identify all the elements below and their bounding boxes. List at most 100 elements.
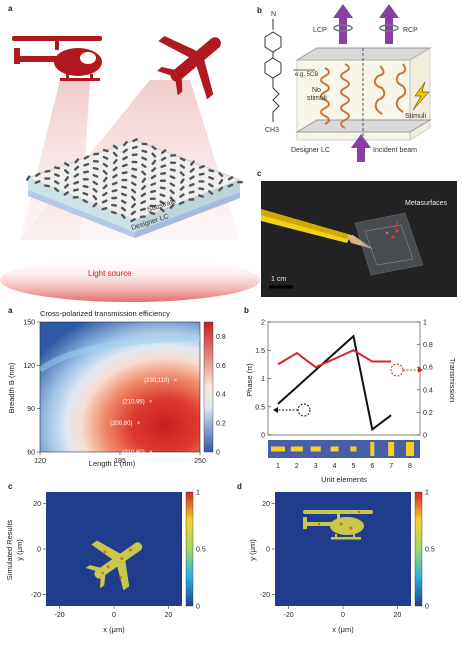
nanorod [190,160,195,166]
airplane-icon [157,36,221,100]
nanorod [189,167,195,173]
nanorod [131,167,138,171]
metasurface-illustration: Substrate Designer LC Light source [0,36,260,302]
nanorod [44,169,51,173]
nanorod [149,204,156,208]
y-right-label: Transmission [448,358,457,402]
nanorod [141,156,147,161]
nanorod [159,179,166,182]
nanorod [120,199,127,204]
nanorod [34,180,41,184]
colorbar-tick: 0 [196,604,200,611]
x-tick-label: 20 [394,612,402,619]
panel-a-heatmap: a Cross-polarized transmission efficienc… [0,300,240,470]
point-label: (230,110) [144,378,169,384]
nanorod [178,200,185,205]
nanorod [180,178,185,184]
nanorod [112,166,118,172]
y-axis-label: y (μm) [15,539,24,561]
x-tick-label: 4 [333,463,337,470]
nanorod [102,155,109,160]
helicopter-shape [303,510,373,540]
nanorod [140,200,147,205]
panel-c-sim: c -20 0 20 20 0 -20 1 0.5 0 x (μm) Si [0,480,235,645]
nanorod [218,179,224,185]
colorbar [185,491,194,607]
nanorod [111,189,118,193]
nanorod [73,173,80,178]
nanorod [161,149,167,155]
point-label: (210,60) [122,450,144,456]
nanorod [92,202,98,208]
y-right-tick: 0 [423,433,427,440]
colorbar-tick: 0 [216,450,220,457]
nanorod [112,158,118,165]
panel-c-top: c Metasurfaces 1 cm [255,165,462,300]
nanorod [188,198,195,201]
nanorod [82,178,89,181]
x-tick-label: 7 [389,463,393,470]
x-tick-label: 250 [194,458,206,465]
nanorod [92,180,99,186]
unit-element [310,446,321,452]
y-tick-label: 0 [37,547,41,554]
x-tick-label: 2 [295,463,299,470]
nanorod [150,174,157,180]
nanorod [121,185,128,189]
light-source-label: Light source [88,269,132,278]
colorbar-tick: 0.5 [425,547,435,554]
lc-schematic: N CH3 No stimuli Stimuli e.g. 5CB Designe… [264,4,432,162]
nanorod [169,203,175,209]
incident-beam-label: Incident beam [373,147,417,154]
y-tick-label: 20 [262,501,270,508]
nanorod [151,152,157,158]
nanorod [198,180,205,183]
panel-label: b [244,306,249,315]
nanorod [25,175,31,181]
metasurfaces-label: Metasurfaces [405,200,448,207]
nanorod [208,176,215,180]
nanorod [227,176,234,181]
y-right-tick: 0.6 [423,365,433,372]
nanorod [169,196,175,202]
colorbar-tick: 1 [425,490,429,497]
colorbar-tick: 0.6 [216,363,226,370]
nanorod [188,190,195,194]
panel-d-sim: d -20 0 20 20 0 -20 1 0.5 0 x (μm) y (μm) [235,480,462,645]
x-axis-label: x (μm) [332,625,354,634]
nanorod [101,199,108,204]
colorbar-tick: 0.4 [216,392,226,399]
unit-element [406,442,414,456]
y-left-tick: 1 [261,376,265,383]
nanorod [111,181,118,186]
nanorod [93,152,100,156]
nanorod [130,218,136,223]
panel-label: a [8,306,13,315]
nanorod [73,165,80,171]
y-tick-label: 90 [27,406,35,413]
phase-transmission-chart: 0 0.5 1 1.5 2 0 0.2 0.4 0.6 0.8 1 1 2 3 4 5 6 7 8 Unit el… [245,320,457,485]
molecule-diagram: N CH3 [264,11,282,134]
nanorod [63,183,70,189]
nanorod [169,168,176,172]
simulated-results-label: Simulated Results [5,520,14,581]
nanorod [188,182,195,187]
nanorod [92,194,98,201]
unit-strip [268,440,420,458]
nanorod [218,186,224,192]
y-left-tick: 1.5 [255,348,265,355]
nanorod [131,174,137,179]
nanorod [92,166,99,171]
x-axis-label: Length L (nm) [89,459,136,468]
point-label: (210,95) [122,399,144,405]
nanorod [111,196,118,200]
y-tick-label: 150 [23,320,35,327]
nanorod [179,164,186,169]
x-tick-label: 5 [351,463,355,470]
y-tick-label: 20 [33,501,41,508]
nanorod [64,176,70,182]
y-right-tick: 0.8 [423,342,433,349]
nanorod [63,191,70,196]
y-right-tick: 0.2 [423,410,433,417]
nanorod [131,160,138,164]
